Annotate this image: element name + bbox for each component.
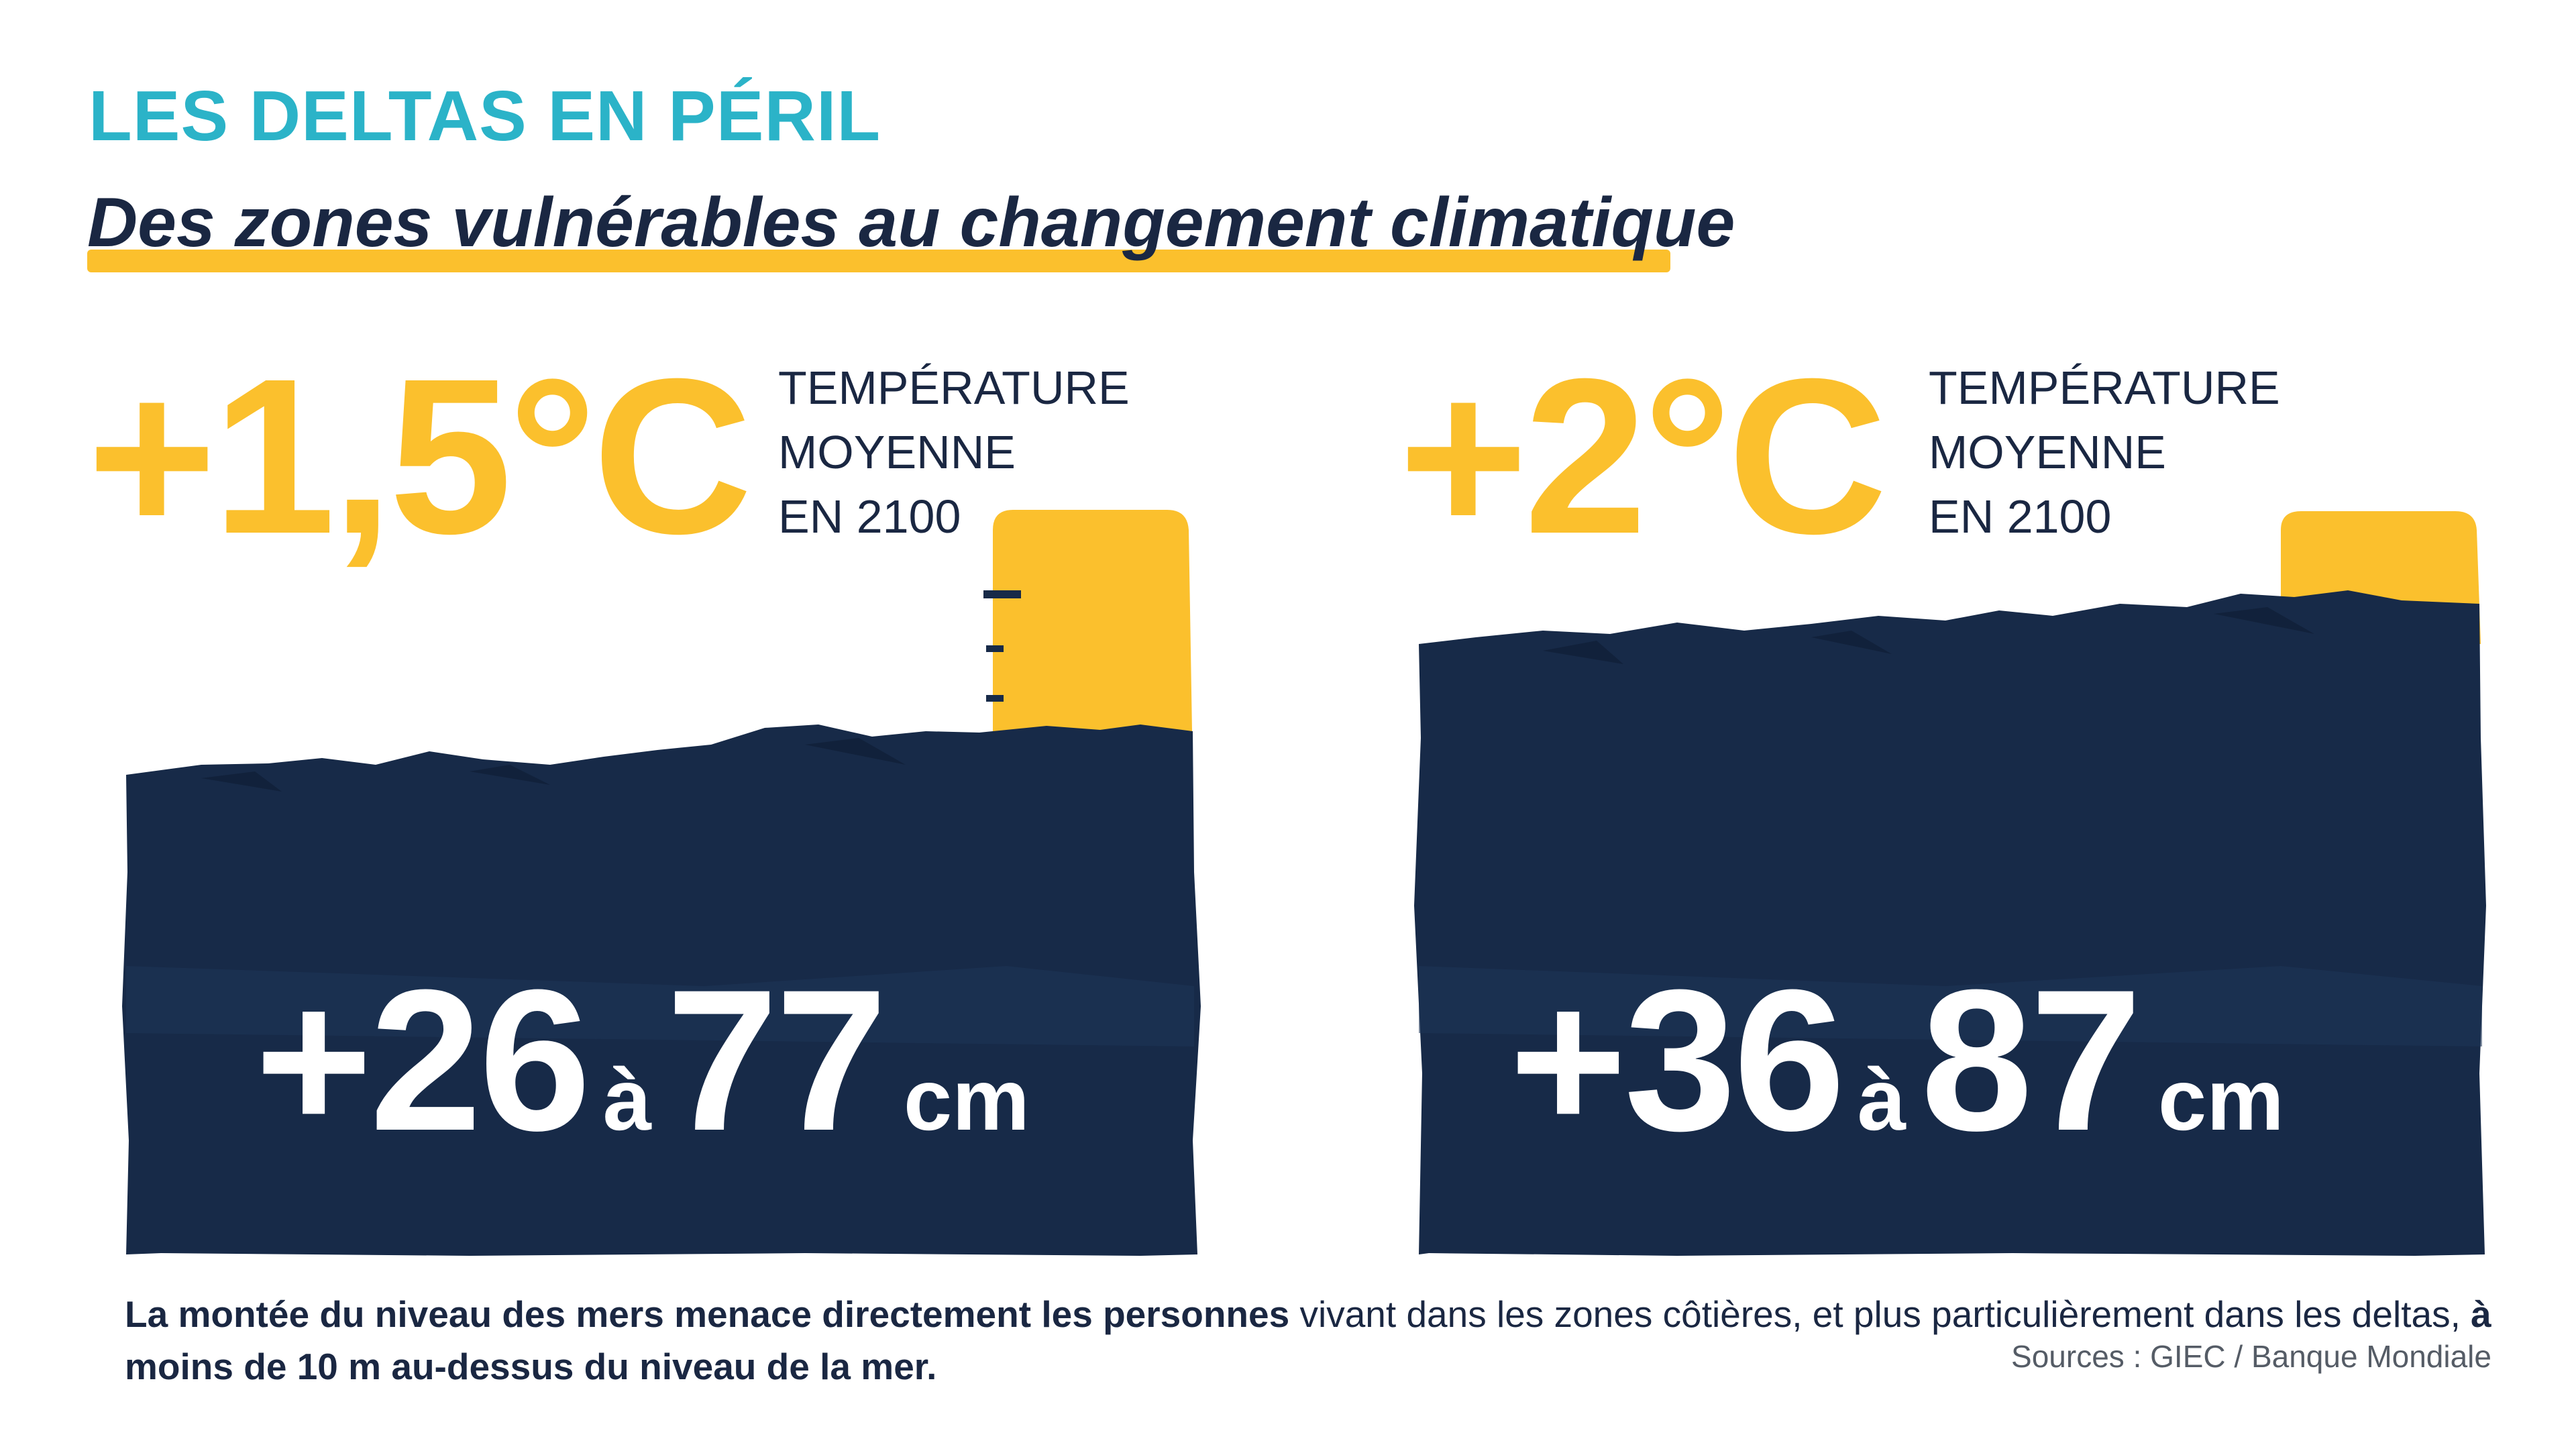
water-left-ripples xyxy=(201,738,906,792)
gauge-marker-left xyxy=(993,510,1193,771)
gauge-tick-left-3 xyxy=(986,695,1004,702)
range-max: 87 xyxy=(1921,947,2142,1173)
sea-rise-range-left: +26 à 77 cm xyxy=(255,959,1030,1161)
water-right-ripples xyxy=(1543,607,2314,664)
subtitle-block: Des zones vulnérables au changement clim… xyxy=(87,184,1735,272)
temperature-desc-right: TEMPÉRATURE MOYENNE EN 2100 xyxy=(1929,356,2280,549)
range-unit: cm xyxy=(2157,1051,2284,1148)
temperature-desc-line: TEMPÉRATURE xyxy=(1929,362,2280,414)
temperature-desc-line: MOYENNE xyxy=(1929,426,2166,478)
temperature-right: +2°C xyxy=(1399,332,1888,580)
water-right-shade xyxy=(1419,966,2482,1046)
gauge-tick-left-2 xyxy=(986,645,1004,652)
sea-rise-range-right: +36 à 87 cm xyxy=(1509,959,2284,1161)
range-sep: à xyxy=(1857,1051,1907,1148)
sources-credit: Sources : GIEC / Banque Mondiale xyxy=(2011,1339,2491,1374)
gauge-tick-left-1 xyxy=(983,590,1021,598)
temperature-desc-left: TEMPÉRATURE MOYENNE EN 2100 xyxy=(778,356,1130,549)
range-min: +36 xyxy=(1509,947,1845,1173)
subtitle-underline xyxy=(87,250,1670,272)
footer-bold-2: à moins de 10 m au-dessus du niveau de l… xyxy=(125,1293,2491,1387)
range-sep: à xyxy=(602,1051,652,1148)
footer-text: La montée du niveau des mers menace dire… xyxy=(125,1288,2506,1393)
page-title: LES DELTAS EN PÉRIL xyxy=(89,76,881,156)
footer-regular: vivant dans les zones côtières, et plus … xyxy=(1289,1293,2471,1335)
temperature-desc-line: EN 2100 xyxy=(1929,490,2112,543)
page-subtitle: Des zones vulnérables au changement clim… xyxy=(87,184,1735,262)
range-min: +26 xyxy=(255,947,591,1173)
temperature-desc-line: EN 2100 xyxy=(778,490,961,543)
temperature-desc-line: MOYENNE xyxy=(778,426,1016,478)
temperature-left: +1,5°C xyxy=(87,332,753,580)
temperature-desc-line: TEMPÉRATURE xyxy=(778,362,1130,414)
water-left-shade xyxy=(126,966,1194,1046)
water-right xyxy=(1414,590,2486,1256)
range-max: 77 xyxy=(666,947,888,1173)
footer-bold-1: La montée du niveau des mers menace dire… xyxy=(125,1293,1290,1335)
range-unit: cm xyxy=(903,1051,1030,1148)
